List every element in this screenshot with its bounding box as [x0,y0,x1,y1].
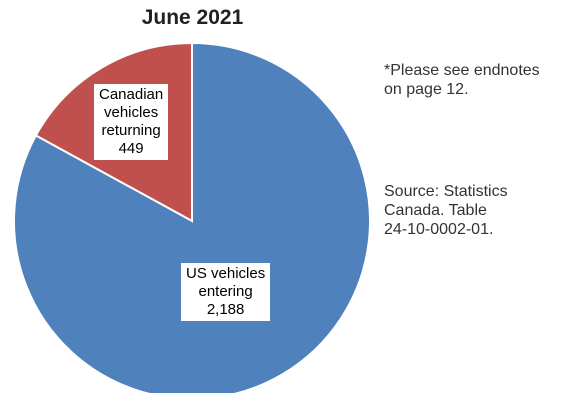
slice-label-line: entering [198,283,253,300]
slice-label-line: US vehicles [186,265,266,282]
chart-title: June 2021 [141,6,244,29]
slice-label-canadian-vehicles-returning: Canadian vehicles returning 449 [94,84,169,160]
endnote-text: *Please see endnotes on page 12. [384,62,540,98]
slice-value: 449 [118,140,144,157]
slice-label-line: returning [101,122,161,139]
slice-value: 2,188 [206,301,245,318]
pie-slice-us-vehicles-entering [12,41,371,393]
slice-label-line: Canadian [99,86,164,103]
slice-label-line: vehicles [104,104,159,121]
source-text: Source: Statistics Canada. Table 24-10-0… [384,183,508,238]
slice-label-us-vehicles-entering: US vehicles entering 2,188 [181,263,271,321]
